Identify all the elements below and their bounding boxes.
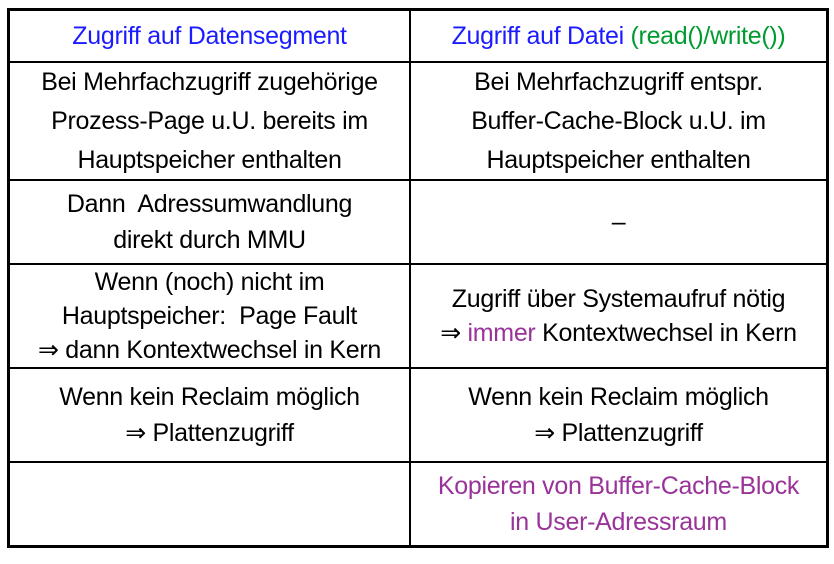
cell-line: Hauptspeicher: Page Fault: [62, 299, 357, 333]
cell-text: Kontextwechsel in Kern: [535, 319, 797, 347]
comparison-table: Zugriff auf Datensegment Zugriff auf Date…: [7, 8, 829, 548]
cell-text: immer: [467, 319, 536, 347]
cell-text: (read()/write()): [630, 22, 786, 50]
table-header-cell: Zugriff auf Datensegment: [10, 11, 409, 61]
table-row: Wenn kein Reclaim möglich ⇒ Plattenzugrif…: [10, 367, 826, 461]
cell-text: Wenn kein Reclaim möglich: [59, 383, 360, 411]
cell-text: ⇒ Plattenzugriff: [125, 419, 294, 447]
table-cell: Dann Adressumwandlung direkt durch MMU: [10, 181, 409, 263]
cell-line: Bei Mehrfachzugriff zugehörige: [41, 63, 378, 102]
cell-line: Bei Mehrfachzugriff entspr.: [474, 63, 763, 102]
cell-text: Zugriff über Systemaufruf nötig: [451, 285, 786, 313]
cell-line: Dann Adressumwandlung: [66, 186, 353, 222]
cell-text: Prozess-Page u.U. bereits im: [51, 106, 368, 135]
cell-text: Zugriff auf Datensegment: [72, 22, 347, 50]
table-row: Dann Adressumwandlung direkt durch MMU –: [10, 179, 826, 263]
table-cell: Bei Mehrfachzugriff entspr. Buffer-Cache-…: [409, 63, 826, 179]
table-row: Bei Mehrfachzugriff zugehörige Prozess-Pa…: [10, 61, 826, 179]
cell-line: ⇒ dann Kontextwechsel in Kern: [38, 333, 381, 367]
cell-line: ⇒ Plattenzugriff: [534, 415, 703, 451]
cell-line: Zugriff auf Datei (read()/write()): [452, 18, 786, 54]
cell-text: in User-Adressraum: [510, 508, 727, 536]
table-header-row: Zugriff auf Datensegment Zugriff auf Date…: [10, 11, 826, 61]
cell-text: Dann Adressumwandlung: [66, 190, 353, 218]
table-row: Wenn (noch) nicht im Hauptspeicher: Page …: [10, 263, 826, 367]
cell-line: ⇒ Plattenzugriff: [125, 415, 294, 451]
cell-line: Wenn kein Reclaim möglich: [59, 379, 360, 415]
cell-line: Zugriff über Systemaufruf nötig: [451, 282, 786, 316]
table-cell: Wenn (noch) nicht im Hauptspeicher: Page …: [10, 265, 409, 367]
cell-line: ⇒ immer Kontextwechsel in Kern: [440, 316, 797, 350]
table-cell: Wenn kein Reclaim möglich ⇒ Plattenzugrif…: [409, 369, 826, 461]
table-cell: Zugriff über Systemaufruf nötig ⇒ immer K…: [409, 265, 826, 367]
cell-text: Hauptspeicher enthalten: [486, 145, 751, 174]
cell-line: Hauptspeicher enthalten: [486, 141, 750, 180]
cell-line: Wenn (noch) nicht im: [95, 265, 325, 299]
table-cell: [10, 463, 409, 545]
cell-text: Buffer-Cache-Block u.U. im: [471, 106, 766, 135]
cell-text: Hauptspeicher enthalten: [77, 145, 342, 174]
cell-text: Wenn kein Reclaim möglich: [468, 383, 769, 411]
table-row: Kopieren von Buffer-Cache-Block in User-A…: [10, 461, 826, 545]
cell-text: Hauptspeicher: Page Fault: [61, 302, 358, 330]
cell-text: Bei Mehrfachzugriff zugehörige: [41, 67, 378, 96]
cell-line: in User-Adressraum: [510, 504, 727, 540]
table-cell: Wenn kein Reclaim möglich ⇒ Plattenzugrif…: [10, 369, 409, 461]
cell-text: ⇒ Plattenzugriff: [534, 419, 703, 447]
table-cell: Kopieren von Buffer-Cache-Block in User-A…: [409, 463, 826, 545]
table-header-cell: Zugriff auf Datei (read()/write()): [409, 11, 826, 61]
cell-text: –: [611, 208, 626, 236]
cell-line: –: [612, 204, 626, 240]
cell-line: direkt durch MMU: [113, 222, 306, 258]
cell-line: Kopieren von Buffer-Cache-Block: [437, 468, 800, 504]
cell-text: Wenn (noch) nicht im: [94, 268, 325, 296]
table-cell: Bei Mehrfachzugriff zugehörige Prozess-Pa…: [10, 63, 409, 179]
cell-line: Hauptspeicher enthalten: [77, 141, 341, 180]
cell-text: direkt durch MMU: [113, 226, 306, 254]
table-cell: –: [409, 181, 826, 263]
cell-line: Prozess-Page u.U. bereits im: [51, 102, 368, 141]
cell-text: Bei Mehrfachzugriff entspr.: [474, 67, 763, 96]
cell-text: ⇒: [440, 319, 468, 347]
cell-line: Zugriff auf Datensegment: [72, 18, 347, 54]
cell-line: Wenn kein Reclaim möglich: [468, 379, 769, 415]
cell-text: ⇒ dann Kontextwechsel in Kern: [37, 336, 381, 364]
cell-text: Kopieren von Buffer-Cache-Block: [437, 472, 800, 500]
cell-line: Buffer-Cache-Block u.U. im: [471, 102, 766, 141]
cell-text: Zugriff auf Datei: [451, 22, 631, 50]
